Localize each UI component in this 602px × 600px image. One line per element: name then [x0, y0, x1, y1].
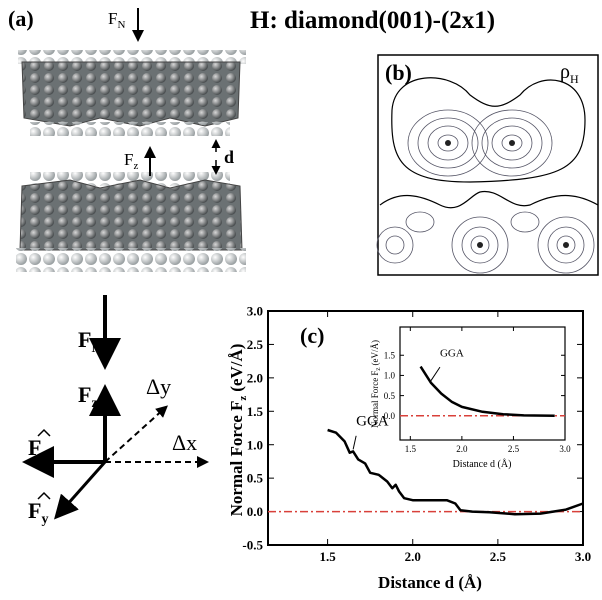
y-tick-label: 1.0: [247, 437, 263, 452]
unit: (eV/Å): [370, 340, 380, 366]
x-tick-label: 1.5: [405, 444, 417, 454]
inset-x-axis-label: Distance d (Å): [453, 458, 512, 470]
axes-diagram: [30, 295, 205, 515]
x-tick-label: 2.5: [508, 444, 520, 454]
symbol: F: [28, 498, 41, 523]
subscript: H: [570, 72, 579, 86]
figure: (a) FN H: diamond(001)-(2x1) Fz d (b) ρH: [0, 0, 602, 600]
subscript: N: [91, 341, 101, 356]
subscript: z: [237, 396, 249, 401]
symbol: ρ: [560, 61, 570, 83]
force-label: FN: [108, 9, 125, 31]
density-panel: [378, 55, 598, 275]
label: Normal Force F: [227, 401, 246, 517]
symbol: F: [78, 327, 91, 352]
unit: (eV/Å): [227, 344, 246, 392]
force-label: Fy: [28, 498, 48, 527]
label: Normal Force F: [370, 371, 380, 429]
lower-slab: [16, 172, 246, 272]
displacement-label: Δy: [146, 374, 171, 399]
y-tick-label: 0.0: [247, 504, 263, 519]
series-annotation: GGA: [440, 348, 464, 360]
y-tick-label: 0.0: [384, 411, 396, 421]
force-label: FN: [78, 327, 102, 356]
subscript: N: [117, 19, 125, 31]
page: { "figure_title": "H: diamond(001)-(2x1)…: [0, 0, 602, 600]
subscript: z: [374, 367, 382, 370]
subscript: x: [41, 449, 48, 464]
x-axis-label: Distance d (Å): [378, 573, 482, 592]
y-tick-label: 1.0: [384, 371, 396, 381]
symbol: F: [108, 9, 117, 28]
subscript: y: [41, 512, 48, 527]
y-axis-label: Normal Force Fz (eV/Å): [227, 344, 249, 517]
force-label: Fz: [78, 382, 98, 411]
displacement-label: Δx: [172, 430, 197, 455]
subscript: z: [91, 396, 97, 411]
y-tick-label: -0.5: [242, 538, 263, 553]
distance-label: d: [224, 147, 234, 167]
subscript: z: [133, 160, 138, 172]
y-tick-label: 2.0: [247, 370, 263, 385]
panel-label: (b): [385, 60, 412, 85]
y-tick-label: 0.5: [384, 391, 396, 401]
symbol: F: [28, 435, 41, 460]
x-tick-label: 2.0: [405, 549, 421, 564]
y-tick-label: 3.0: [247, 304, 263, 319]
y-tick-label: 2.5: [247, 337, 264, 352]
x-tick-label: 3.0: [575, 549, 591, 564]
x-tick-label: 3.0: [559, 444, 571, 454]
y-tick-label: 1.5: [247, 404, 264, 419]
symbol: F: [124, 150, 133, 169]
symbol: F: [78, 382, 91, 407]
y-tick-label: 1.5: [384, 350, 396, 360]
panel-label: (a): [8, 6, 34, 31]
figure-title: H: diamond(001)-(2x1): [250, 7, 495, 34]
inset-frame: [400, 327, 565, 440]
panel-label: (c): [300, 323, 324, 348]
x-tick-label: 2.0: [456, 444, 468, 454]
force-label: Fz: [124, 150, 138, 172]
force-label: Fx: [28, 435, 48, 464]
upper-slab: [18, 50, 246, 136]
x-tick-label: 1.5: [319, 549, 336, 564]
y-tick-label: 0.5: [247, 471, 264, 486]
x-tick-label: 2.5: [490, 549, 507, 564]
